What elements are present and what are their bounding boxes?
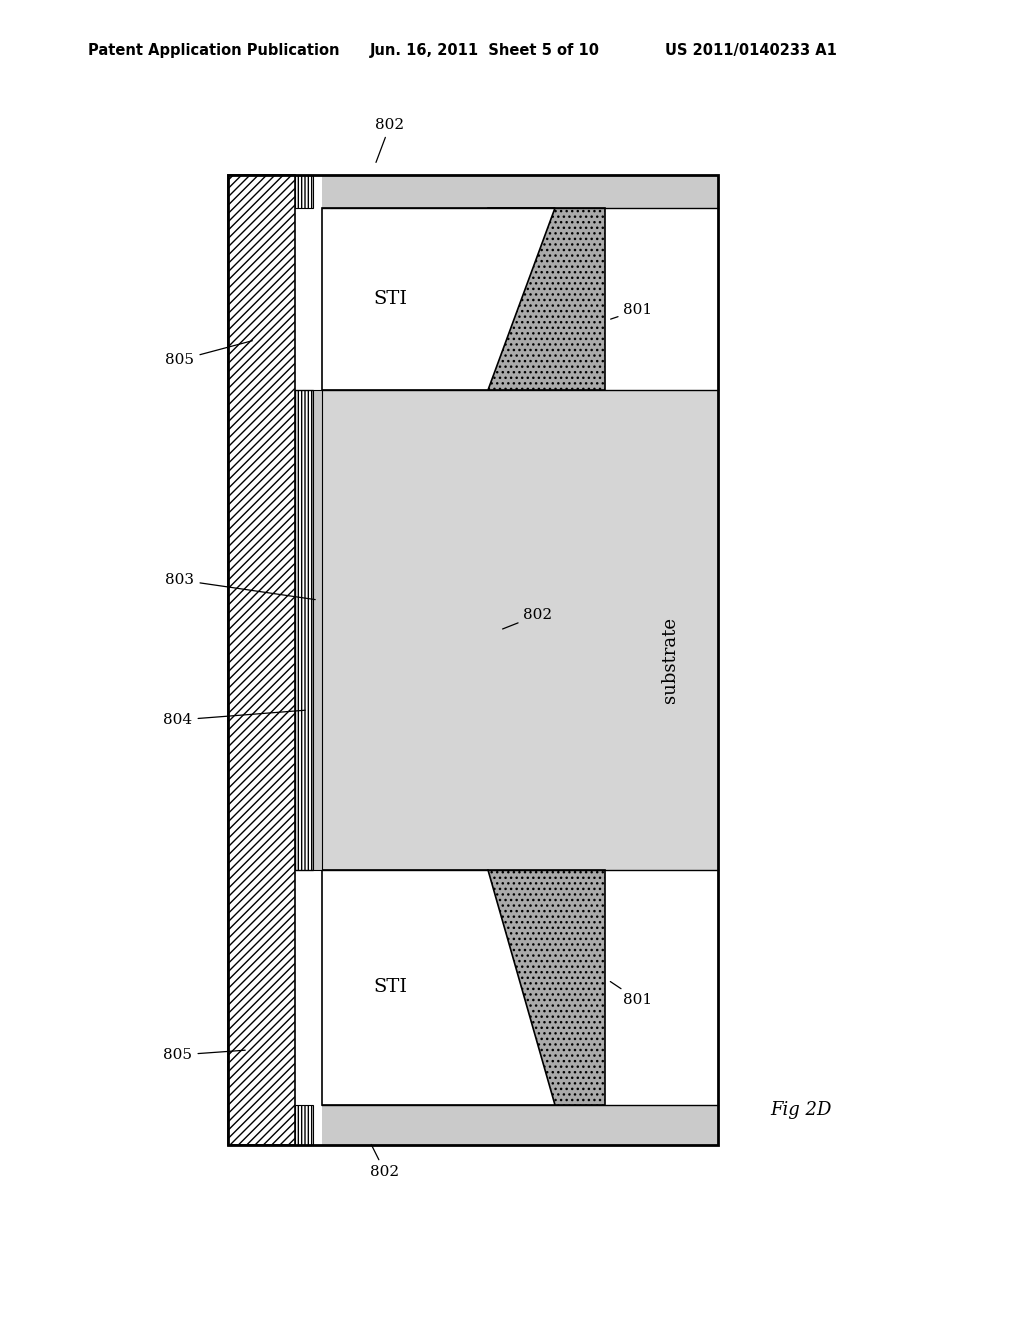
Bar [322, 389, 718, 870]
Bar [322, 176, 718, 209]
Text: 801: 801 [610, 304, 652, 319]
Bar [313, 389, 322, 870]
Polygon shape [322, 209, 555, 389]
Text: Jun. 16, 2011  Sheet 5 of 10: Jun. 16, 2011 Sheet 5 of 10 [370, 42, 600, 58]
Bar [488, 209, 605, 389]
Text: 802: 802 [371, 1144, 399, 1179]
Bar [228, 176, 295, 1144]
Text: 802: 802 [376, 117, 404, 162]
Text: 805: 805 [164, 1048, 245, 1063]
Text: STI: STI [373, 978, 407, 997]
Text: 804: 804 [164, 710, 305, 727]
Text: STI: STI [373, 290, 407, 308]
Polygon shape [322, 870, 555, 1105]
Bar [322, 1105, 718, 1144]
Bar [295, 389, 313, 870]
Text: substrate: substrate [662, 616, 679, 704]
Text: 801: 801 [610, 982, 652, 1007]
Bar [228, 176, 718, 1144]
Text: Patent Application Publication: Patent Application Publication [88, 42, 340, 58]
Bar [488, 870, 605, 1105]
Text: 803: 803 [166, 573, 315, 599]
Text: 805: 805 [166, 341, 252, 367]
Text: 802: 802 [503, 609, 553, 630]
Bar [228, 176, 718, 1144]
Bar [295, 1105, 313, 1144]
Bar [295, 176, 313, 209]
Text: Fig 2D: Fig 2D [770, 1101, 831, 1119]
Text: US 2011/0140233 A1: US 2011/0140233 A1 [665, 42, 837, 58]
